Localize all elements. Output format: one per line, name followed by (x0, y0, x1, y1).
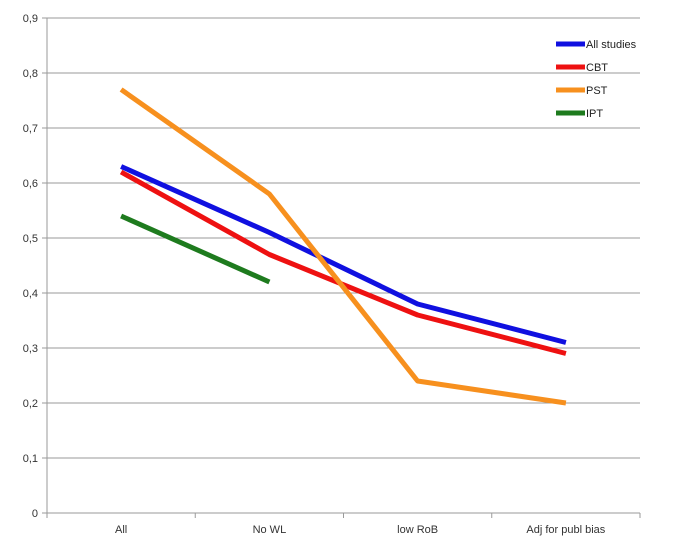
series-line-ipt (120, 213, 271, 285)
legend-entry: All studies (556, 39, 637, 51)
legend-label: PST (586, 85, 608, 97)
gridlines (47, 17, 640, 459)
x-tick-label: Adj for publ bias (526, 524, 605, 536)
y-tick-label: 0,4 (23, 288, 38, 300)
legend-label: IPT (586, 108, 603, 120)
legend-entry: CBT (556, 62, 608, 74)
y-tick-label: 0,2 (23, 398, 38, 410)
x-tick-label: All (115, 524, 127, 536)
legend-label: All studies (586, 39, 637, 51)
series-line-all-studies (120, 164, 567, 345)
y-tick-label: 0,6 (23, 178, 38, 190)
axes: 0 0,1 0,2 0,3 0,4 0,5 0,6 0,7 0,8 0,9 All No WL low … (23, 13, 641, 536)
y-tick-label: 0,8 (23, 68, 38, 80)
x-tick-label: low RoB (397, 524, 438, 536)
y-tick-label: 0 (32, 508, 38, 520)
x-tick-label: No WL (253, 524, 287, 536)
legend: All studies CBT PST IPT (556, 39, 637, 120)
legend-entry: IPT (556, 108, 603, 120)
y-tick-label: 0,9 (23, 13, 38, 25)
series-lines (119, 87, 567, 406)
legend-entry: PST (556, 85, 608, 97)
series-line-pst (119, 87, 567, 406)
y-tick-label: 0,7 (23, 123, 38, 135)
legend-label: CBT (586, 62, 608, 74)
y-tick-label: 0,3 (23, 343, 38, 355)
y-tick-label: 0,5 (23, 233, 38, 245)
y-tick-label: 0,1 (23, 453, 38, 465)
